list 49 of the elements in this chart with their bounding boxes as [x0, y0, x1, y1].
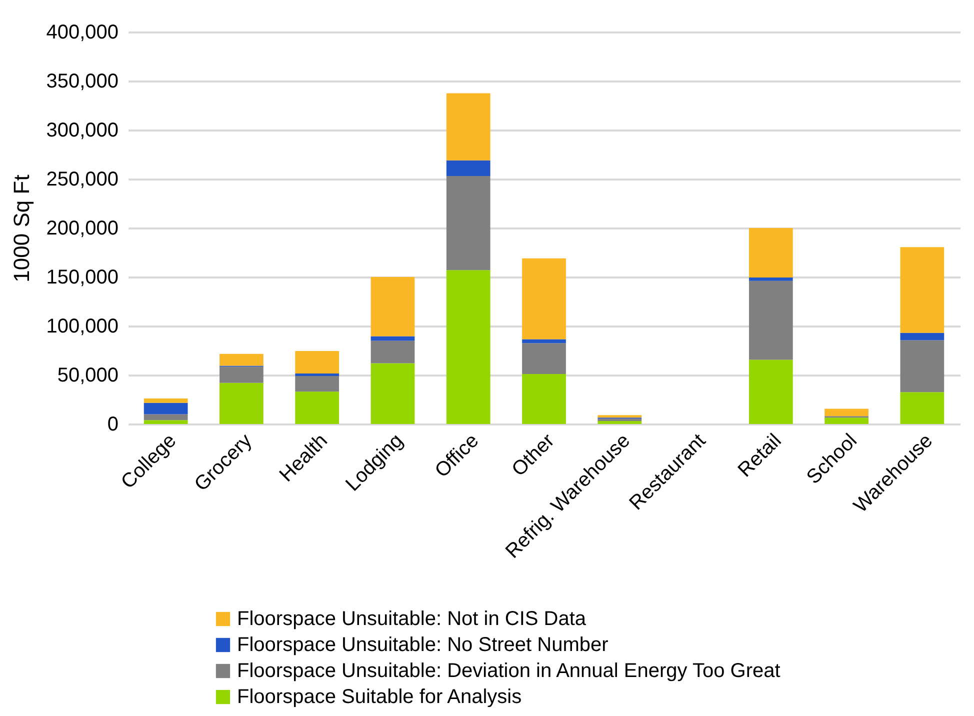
y-tick-label: 300,000: [46, 120, 118, 142]
bar: [220, 382, 264, 424]
bar: [598, 418, 642, 422]
bar: [144, 414, 188, 420]
bar: [295, 350, 340, 374]
bar: [824, 418, 868, 424]
y-tick-label: 100,000: [46, 316, 118, 338]
y-tick-label: 150,000: [46, 266, 118, 288]
bar: [446, 160, 490, 176]
bar: [522, 258, 566, 340]
bar: [900, 392, 944, 424]
bar: [370, 277, 415, 336]
y-tick-label: 400,000: [46, 22, 118, 44]
y-tick-label: 50,000: [57, 364, 118, 386]
y-tick-label: 200,000: [46, 218, 118, 240]
bar: [522, 343, 566, 374]
bar: [900, 340, 944, 392]
bar: [748, 280, 793, 360]
bar: [370, 340, 415, 364]
bar: [900, 247, 944, 333]
bar: [824, 408, 868, 416]
legend-label: Floorspace Suitable for Analysis: [237, 686, 522, 708]
bar: [144, 402, 188, 414]
bar: [522, 339, 566, 344]
bar: [900, 332, 944, 340]
bar: [446, 270, 490, 424]
bar: [295, 392, 340, 424]
legend-label: Floorspace Unsuitable: Deviation in Annual Energy Too Great: [237, 660, 781, 682]
y-tick-label: 250,000: [46, 168, 118, 190]
bar: [748, 360, 793, 424]
y-tick-label: 0: [107, 414, 118, 436]
bar: [748, 228, 793, 278]
bar: [598, 415, 642, 418]
y-tick-label: 350,000: [46, 70, 118, 92]
bar: [220, 354, 264, 366]
bar: [295, 376, 340, 392]
legend-label: Floorspace Unsuitable: Not in CIS Data: [237, 608, 587, 630]
bar: [144, 398, 188, 403]
bar: [220, 366, 264, 383]
bar: [446, 176, 490, 270]
bar: [144, 420, 188, 424]
bar: [446, 93, 490, 160]
bar: [370, 336, 415, 341]
y-axis-title: 1000 Sq Ft: [9, 174, 34, 282]
bar: [370, 363, 415, 424]
bar: [522, 374, 566, 424]
bar: [598, 421, 642, 424]
legend-label: Floorspace Unsuitable: No Street Number: [237, 634, 609, 656]
bar: [748, 277, 793, 281]
